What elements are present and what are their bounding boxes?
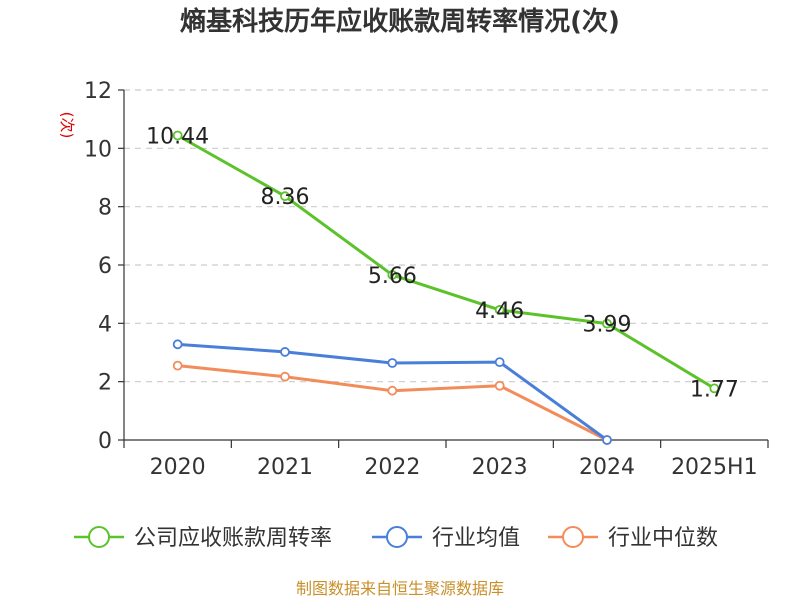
data-label: 3.99 [583,313,632,338]
legend-label: 行业中位数 [608,526,718,551]
x-tick-label: 2025H1 [671,455,758,480]
legend-marker [88,526,110,548]
series-lines [172,130,720,445]
y-tick-label: 12 [84,79,112,104]
data-point [172,339,183,350]
legend: 公司应收账款周转率 行业均值 行业中位数 [74,526,718,551]
legend-label: 行业均值 [432,526,520,551]
chart-title: 熵基科技历年应收账款周转率情况(次) [179,6,620,37]
data-point [172,360,183,371]
series-line [177,364,608,442]
y-tick-label: 0 [98,429,112,454]
y-tick-label: 2 [98,371,112,396]
data-point [280,371,290,382]
x-tick-label: 2024 [579,455,635,480]
y-axis-label: (次) [58,112,76,139]
series-line [176,134,716,390]
data-point [280,191,290,202]
data-point [494,305,505,315]
data-point [709,383,720,394]
legend-marker [386,526,408,548]
data-label: 1.77 [690,377,739,402]
data-point [494,357,505,368]
data-point [387,270,398,280]
data-point [280,347,290,357]
data-label: 10.44 [146,125,209,150]
data-label: 8.36 [261,185,310,210]
data-label: 5.66 [368,264,417,289]
x-tick-label: 2022 [364,455,420,480]
data-labels: 10.44 8.36 5.66 4.46 3.99 1.77 [146,125,739,403]
y-tick-label: 8 [98,196,112,221]
source-note: 制图数据来自恒生聚源数据库 [296,579,504,598]
x-tick-label: 2023 [472,455,528,480]
legend-marker [562,526,584,548]
data-point [387,358,398,368]
y-tick-label: 10 [84,137,112,162]
x-tick-label: 2020 [150,455,206,480]
data-point [602,435,612,445]
y-tick-label: 4 [98,312,112,337]
legend-label: 公司应收账款周转率 [134,526,332,551]
axes: 0 2 4 6 8 10 12 2020 2021 2022 2023 2024 2025H1 [84,79,769,480]
data-label: 4.46 [475,299,524,324]
data-point [602,318,612,329]
y-tick-label: 6 [98,254,112,279]
grid-lines [124,89,768,383]
data-point [494,380,505,391]
x-tick-label: 2021 [257,455,313,480]
data-point [172,130,183,141]
data-point [387,385,398,396]
